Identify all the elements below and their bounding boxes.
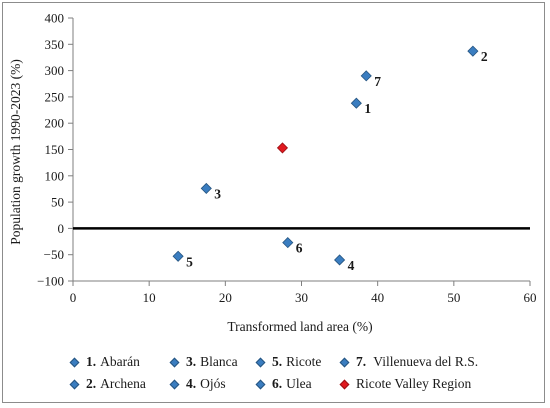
data-point-7 — [360, 70, 372, 82]
legend-item: 6. Ulea — [254, 374, 338, 394]
legend-number: 2. — [86, 376, 97, 391]
y-tick-label: 350 — [45, 37, 65, 52]
data-point-6 — [282, 237, 294, 249]
legend-marker-icon — [169, 357, 180, 367]
legend-item: 1. Abarán — [68, 352, 168, 372]
x-tick-label: 30 — [295, 290, 308, 305]
legend-marker-icon — [255, 379, 266, 389]
y-tick-label: 300 — [45, 63, 65, 78]
legend-number: 4. — [186, 376, 197, 391]
point-label: 2 — [481, 49, 488, 64]
legend-label: Abarán — [100, 354, 140, 369]
y-tick-label: 250 — [45, 89, 65, 104]
legend-marker-icon — [339, 357, 350, 367]
point-label: 6 — [296, 241, 303, 256]
y-tick-label: −50 — [44, 247, 64, 262]
legend-marker-icon — [255, 357, 266, 367]
y-axis-label: Population growth 1990-2023 (%) — [8, 59, 23, 245]
y-tick-label: 0 — [58, 221, 65, 236]
y-tick-label: 50 — [51, 195, 64, 210]
legend-marker-icon — [339, 379, 350, 389]
y-tick-label: 100 — [45, 168, 65, 183]
x-tick-label: 20 — [219, 290, 232, 305]
legend-number: 1. — [86, 354, 97, 369]
data-point-3 — [200, 182, 212, 194]
y-tick-label: 150 — [45, 142, 65, 157]
legend-item: 2. Archena — [68, 374, 168, 394]
legend-number: 3. — [186, 354, 197, 369]
point-label: 3 — [214, 186, 221, 201]
legend-marker-icon — [169, 379, 180, 389]
data-point-5 — [172, 250, 184, 262]
legend-item: 7. Villenueva del R.S. — [338, 352, 534, 372]
data-point-2 — [467, 45, 479, 57]
point-label: 4 — [348, 258, 355, 273]
legend-marker-icon — [69, 379, 80, 389]
legend-item: 4. Ojós — [168, 374, 254, 394]
legend-item: Ricote Valley Region — [338, 374, 534, 394]
y-tick-label: 400 — [45, 11, 65, 26]
x-tick-label: 10 — [143, 290, 156, 305]
legend-number: 6. — [272, 376, 283, 391]
legend-item: 3. Blanca — [168, 352, 254, 372]
legend-label: Ojós — [200, 376, 226, 391]
x-axis-label: Transformed land area (%) — [227, 319, 372, 334]
x-tick-label: 40 — [371, 290, 384, 305]
legend-label: Villenueva del R.S. — [370, 354, 479, 369]
legend-marker-icon — [69, 357, 80, 367]
point-label: 1 — [364, 101, 371, 116]
legend-number: 7. — [356, 354, 367, 369]
x-tick-label: 50 — [447, 290, 460, 305]
y-tick-label: 200 — [45, 116, 65, 131]
point-label: 7 — [374, 74, 381, 89]
data-point-4 — [334, 254, 346, 266]
x-tick-label: 0 — [70, 290, 77, 305]
data-point-region — [276, 142, 289, 154]
legend-label: Blanca — [200, 354, 238, 369]
legend-label: Ricote — [286, 354, 322, 369]
x-tick-label: 60 — [524, 290, 537, 305]
data-point-1 — [350, 97, 362, 109]
scatter-chart: Transformed land area (%) Population gro… — [8, 11, 537, 335]
chart-frame — [2, 2, 545, 403]
legend-item: 5. Ricote — [254, 352, 338, 372]
point-label: 5 — [186, 254, 193, 269]
legend: 1. Abarán 3. Blanca 5. Ricote 7. Villenueva de… — [68, 352, 538, 394]
legend-label: Ulea — [286, 376, 312, 391]
legend-label: Ricote Valley Region — [356, 376, 472, 391]
y-tick-label: −100 — [37, 274, 64, 289]
legend-label: Archena — [100, 376, 146, 391]
legend-number: 5. — [272, 354, 283, 369]
